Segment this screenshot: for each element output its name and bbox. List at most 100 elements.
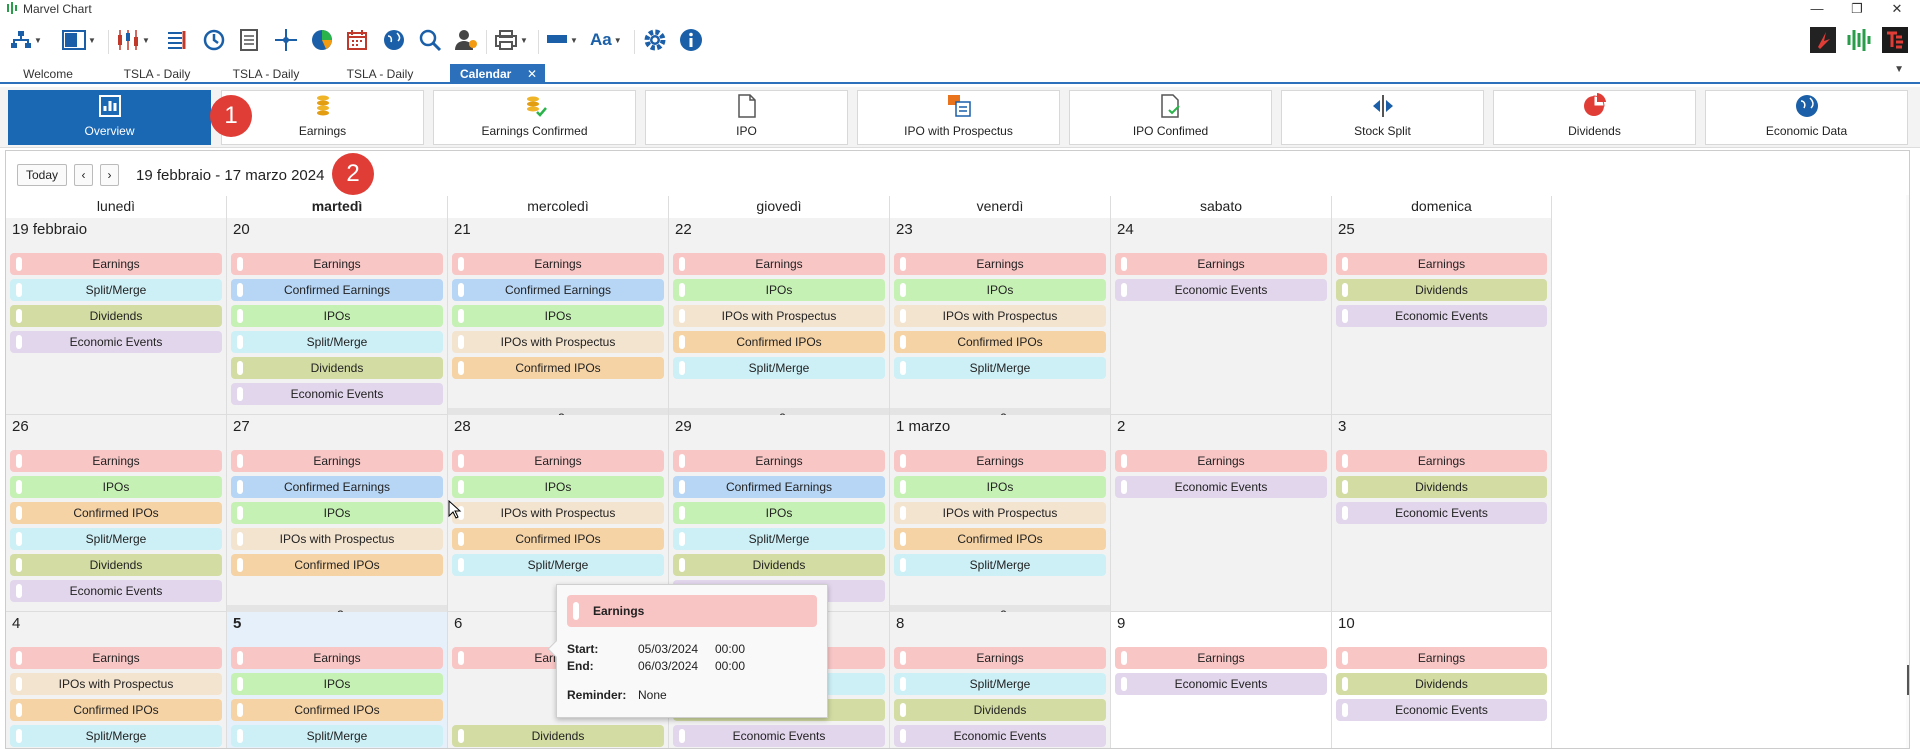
calendar-button[interactable] — [346, 26, 368, 54]
calendar-event[interactable]: Earnings — [1115, 450, 1327, 472]
calendar-event[interactable]: Economic Events — [673, 725, 885, 747]
calendar-event[interactable]: IPOs — [894, 279, 1106, 301]
print-button[interactable]: ▼ — [494, 26, 528, 54]
minimize-icon[interactable]: — — [1810, 1, 1824, 16]
calendar-event[interactable]: IPOs — [231, 673, 443, 695]
calendar-event[interactable]: Dividends — [1336, 476, 1547, 498]
calendar-event[interactable]: IPOs with Prospectus — [10, 673, 222, 695]
calendar-event[interactable]: IPOs with Prospectus — [894, 305, 1106, 327]
calendar-event[interactable]: Earnings — [894, 450, 1106, 472]
today-button[interactable]: Today — [17, 164, 67, 186]
calendar-event[interactable]: Dividends — [10, 305, 222, 327]
calendar-event[interactable]: Confirmed Earnings — [452, 279, 664, 301]
calendar-event[interactable]: Earnings — [231, 253, 443, 275]
ipo-button[interactable]: IPO — [645, 90, 848, 145]
calendar-event[interactable]: IPOs with Prospectus — [452, 331, 664, 353]
calendar-event[interactable]: Economic Events — [1336, 305, 1547, 327]
calendar-event[interactable]: Dividends — [1336, 279, 1547, 301]
calendar-event[interactable]: Confirmed Earnings — [231, 476, 443, 498]
calendar-event[interactable]: Dividends — [231, 357, 443, 379]
calendar-event[interactable]: IPOs — [673, 279, 885, 301]
day-cell[interactable]: 9 Earnings Economic Events — [1111, 612, 1332, 748]
day-cell[interactable]: 3 Earnings Dividends Economic Events — [1332, 415, 1552, 612]
calendar-event[interactable]: Earnings — [231, 450, 443, 472]
calendar-event[interactable]: IPOs — [452, 305, 664, 327]
calendar-event[interactable]: Split/Merge — [673, 357, 885, 379]
indicators-button[interactable] — [166, 26, 190, 54]
calendar-event[interactable]: Split/Merge — [10, 279, 222, 301]
layout-button[interactable]: ▼ — [62, 26, 96, 54]
calendar-event[interactable]: Dividends — [1336, 673, 1547, 695]
chart-type-button[interactable]: ▼ — [116, 26, 150, 54]
calendar-event[interactable]: Split/Merge — [10, 528, 222, 550]
pie-button[interactable] — [310, 26, 334, 54]
calendar-event[interactable]: Earnings — [1115, 647, 1327, 669]
settings-button[interactable] — [643, 26, 667, 54]
calendar-event[interactable]: Earnings — [1336, 450, 1547, 472]
calendar-event[interactable]: Earnings — [1336, 253, 1547, 275]
brand-logo-3[interactable] — [1882, 26, 1908, 54]
crosshair-button[interactable] — [274, 26, 298, 54]
color-button[interactable]: ▼ — [546, 26, 578, 54]
scanner-button[interactable] — [418, 26, 444, 54]
day-cell[interactable]: 1 marzo Earnings IPOs IPOs with Prospectus C… — [890, 415, 1111, 625]
calendar-event[interactable]: Earnings — [1336, 647, 1547, 669]
prev-period-button[interactable]: ‹ — [74, 164, 93, 186]
day-cell[interactable]: 27 Earnings Confirmed Earnings IPOs IPOs wit… — [227, 415, 448, 625]
day-cell[interactable]: 28 Earnings IPOs IPOs with Prospectus Confir… — [448, 415, 669, 612]
history-button[interactable] — [202, 26, 226, 54]
calendar-event[interactable]: Economic Events — [1115, 673, 1327, 695]
day-cell[interactable]: 5 Earnings IPOs Confirmed IPOs Split/Merge — [227, 612, 448, 748]
calendar-event[interactable]: Split/Merge — [452, 554, 664, 576]
calendar-event[interactable]: Earnings — [894, 253, 1106, 275]
calendar-event[interactable]: IPOs — [894, 476, 1106, 498]
earnings-button[interactable]: Earnings — [221, 90, 424, 145]
day-cell[interactable]: 22 Earnings IPOs IPOs with Prospectus Confir… — [669, 218, 890, 428]
calendar-event[interactable]: Earnings — [10, 647, 222, 669]
calendar-event[interactable]: Economic Events — [1336, 502, 1547, 524]
calendar-event[interactable]: Confirmed Earnings — [673, 476, 885, 498]
overview-button[interactable]: Overview — [8, 90, 211, 145]
calendar-event[interactable]: IPOs — [673, 502, 885, 524]
calendar-event[interactable]: Confirmed IPOs — [10, 699, 222, 721]
notes-button[interactable] — [238, 26, 260, 54]
calendar-event[interactable]: Economic Events — [894, 725, 1106, 747]
calendar-event[interactable]: Dividends — [673, 554, 885, 576]
tab-welcome[interactable]: Welcome — [23, 67, 73, 81]
tab-close-icon[interactable]: ✕ — [526, 67, 537, 81]
scrollbar-thumb[interactable] — [1907, 665, 1909, 695]
calendar-event[interactable]: Confirmed IPOs — [673, 331, 885, 353]
calendar-event[interactable]: Earnings — [1115, 253, 1327, 275]
calendar-event[interactable]: Earnings — [452, 253, 664, 275]
calendar-event[interactable]: Economic Events — [10, 331, 222, 353]
tab-tsla-daily-1[interactable]: TSLA - Daily — [123, 67, 191, 81]
stock-split-button[interactable]: Stock Split — [1281, 90, 1484, 145]
day-cell[interactable]: 8 Earnings Split/Merge Dividends Economic Ev… — [890, 612, 1111, 748]
calendar-event[interactable]: IPOs with Prospectus — [452, 502, 664, 524]
calendar-event[interactable]: IPOs with Prospectus — [673, 305, 885, 327]
calendar-event[interactable]: Confirmed IPOs — [231, 699, 443, 721]
calendar-event[interactable]: IPOs — [231, 502, 443, 524]
restore-icon[interactable]: ❐ — [1851, 1, 1863, 16]
day-cell[interactable]: 19 febbraio Earnings Split/Merge Dividends E… — [6, 218, 227, 415]
calendar-event[interactable]: IPOs with Prospectus — [231, 528, 443, 550]
calendar-event[interactable]: Economic Events — [1115, 476, 1327, 498]
tab-list-chevron-icon[interactable]: ▼ — [1894, 64, 1904, 75]
day-cell[interactable]: 4 Earnings IPOs with Prospectus Confirmed I… — [6, 612, 227, 748]
day-cell[interactable]: 21 Earnings Confirmed Earnings IPOs IPOs wit… — [448, 218, 669, 428]
calendar-event[interactable]: Earnings — [10, 253, 222, 275]
font-button[interactable]: Aa ▼ — [590, 30, 622, 49]
calendar-event[interactable]: IPOs — [10, 476, 222, 498]
brand-logo-1[interactable] — [1810, 26, 1836, 54]
globe-button[interactable] — [382, 26, 406, 54]
calendar-event[interactable]: Confirmed IPOs — [231, 554, 443, 576]
day-cell[interactable]: 10 Earnings Dividends Economic Events — [1332, 612, 1552, 748]
calendar-event[interactable]: Confirmed IPOs — [452, 357, 664, 379]
dividends-button[interactable]: Dividends — [1493, 90, 1696, 145]
calendar-event[interactable]: Confirmed IPOs — [894, 331, 1106, 353]
info-button[interactable] — [679, 26, 703, 54]
calendar-event[interactable]: Split/Merge — [894, 673, 1106, 695]
calendar-event[interactable]: Confirmed IPOs — [452, 528, 664, 550]
day-cell[interactable]: 24 Earnings Economic Events — [1111, 218, 1332, 415]
calendar-event[interactable]: Dividends — [10, 554, 222, 576]
